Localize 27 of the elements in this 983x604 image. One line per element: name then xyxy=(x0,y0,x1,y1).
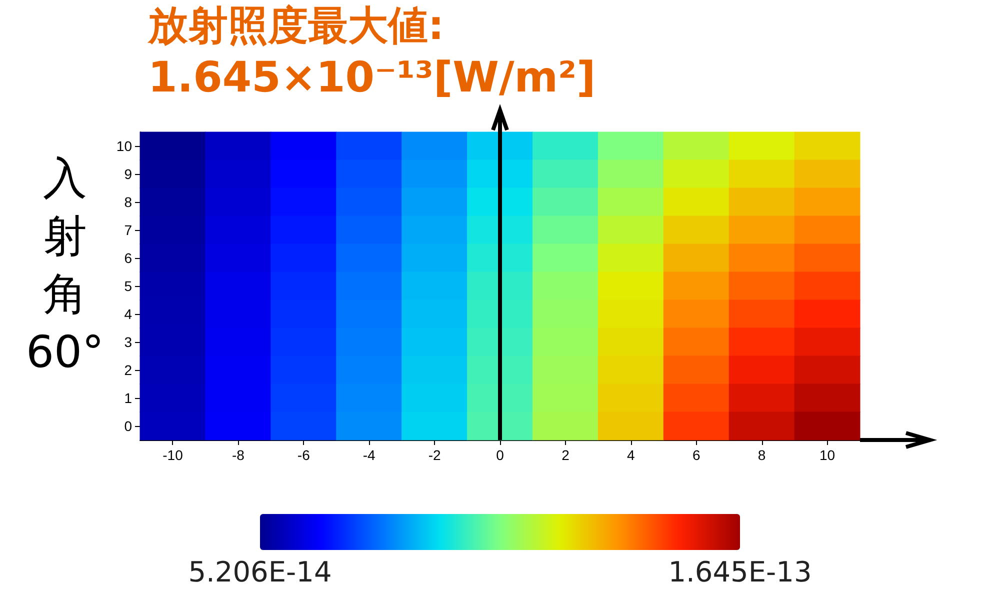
y-tick-label: 2 xyxy=(124,362,132,378)
chart-subtitle: 1.645×10⁻¹³[W/m²] xyxy=(148,52,596,102)
x-tick-label: -6 xyxy=(297,447,310,463)
y-tick-label: 4 xyxy=(124,306,132,322)
y-tick-label: 9 xyxy=(124,166,132,182)
y-tick-label: 6 xyxy=(124,250,132,266)
color-bar-label: 1.645E-13 xyxy=(668,556,812,588)
chart-title: 放射照度最大値: xyxy=(147,3,444,49)
x-tick-label: -4 xyxy=(362,447,376,463)
x-tick-label: 6 xyxy=(692,447,700,463)
x-tick-label: 0 xyxy=(496,447,504,463)
y-tick-label: 7 xyxy=(124,222,132,238)
x-tick-label: 8 xyxy=(758,447,766,463)
y-tick-label: 0 xyxy=(124,418,132,434)
y-tick-label: 8 xyxy=(124,194,132,210)
color-bar-label: 5.206E-14 xyxy=(188,556,332,588)
x-tick-label: -10 xyxy=(162,447,184,463)
x-tick-label: 2 xyxy=(562,447,570,463)
y-tick-label: 1 xyxy=(124,390,132,406)
y-axis-title: 入射角60° xyxy=(25,153,105,380)
y-tick-label: 3 xyxy=(124,334,132,350)
x-tick-label: 10 xyxy=(819,447,836,463)
x-tick-label: 4 xyxy=(627,447,636,463)
y-tick-label: 10 xyxy=(116,138,132,154)
x-tick-label: -2 xyxy=(428,447,441,463)
x-tick-label: -8 xyxy=(232,447,245,463)
y-tick-label: 5 xyxy=(124,278,132,294)
